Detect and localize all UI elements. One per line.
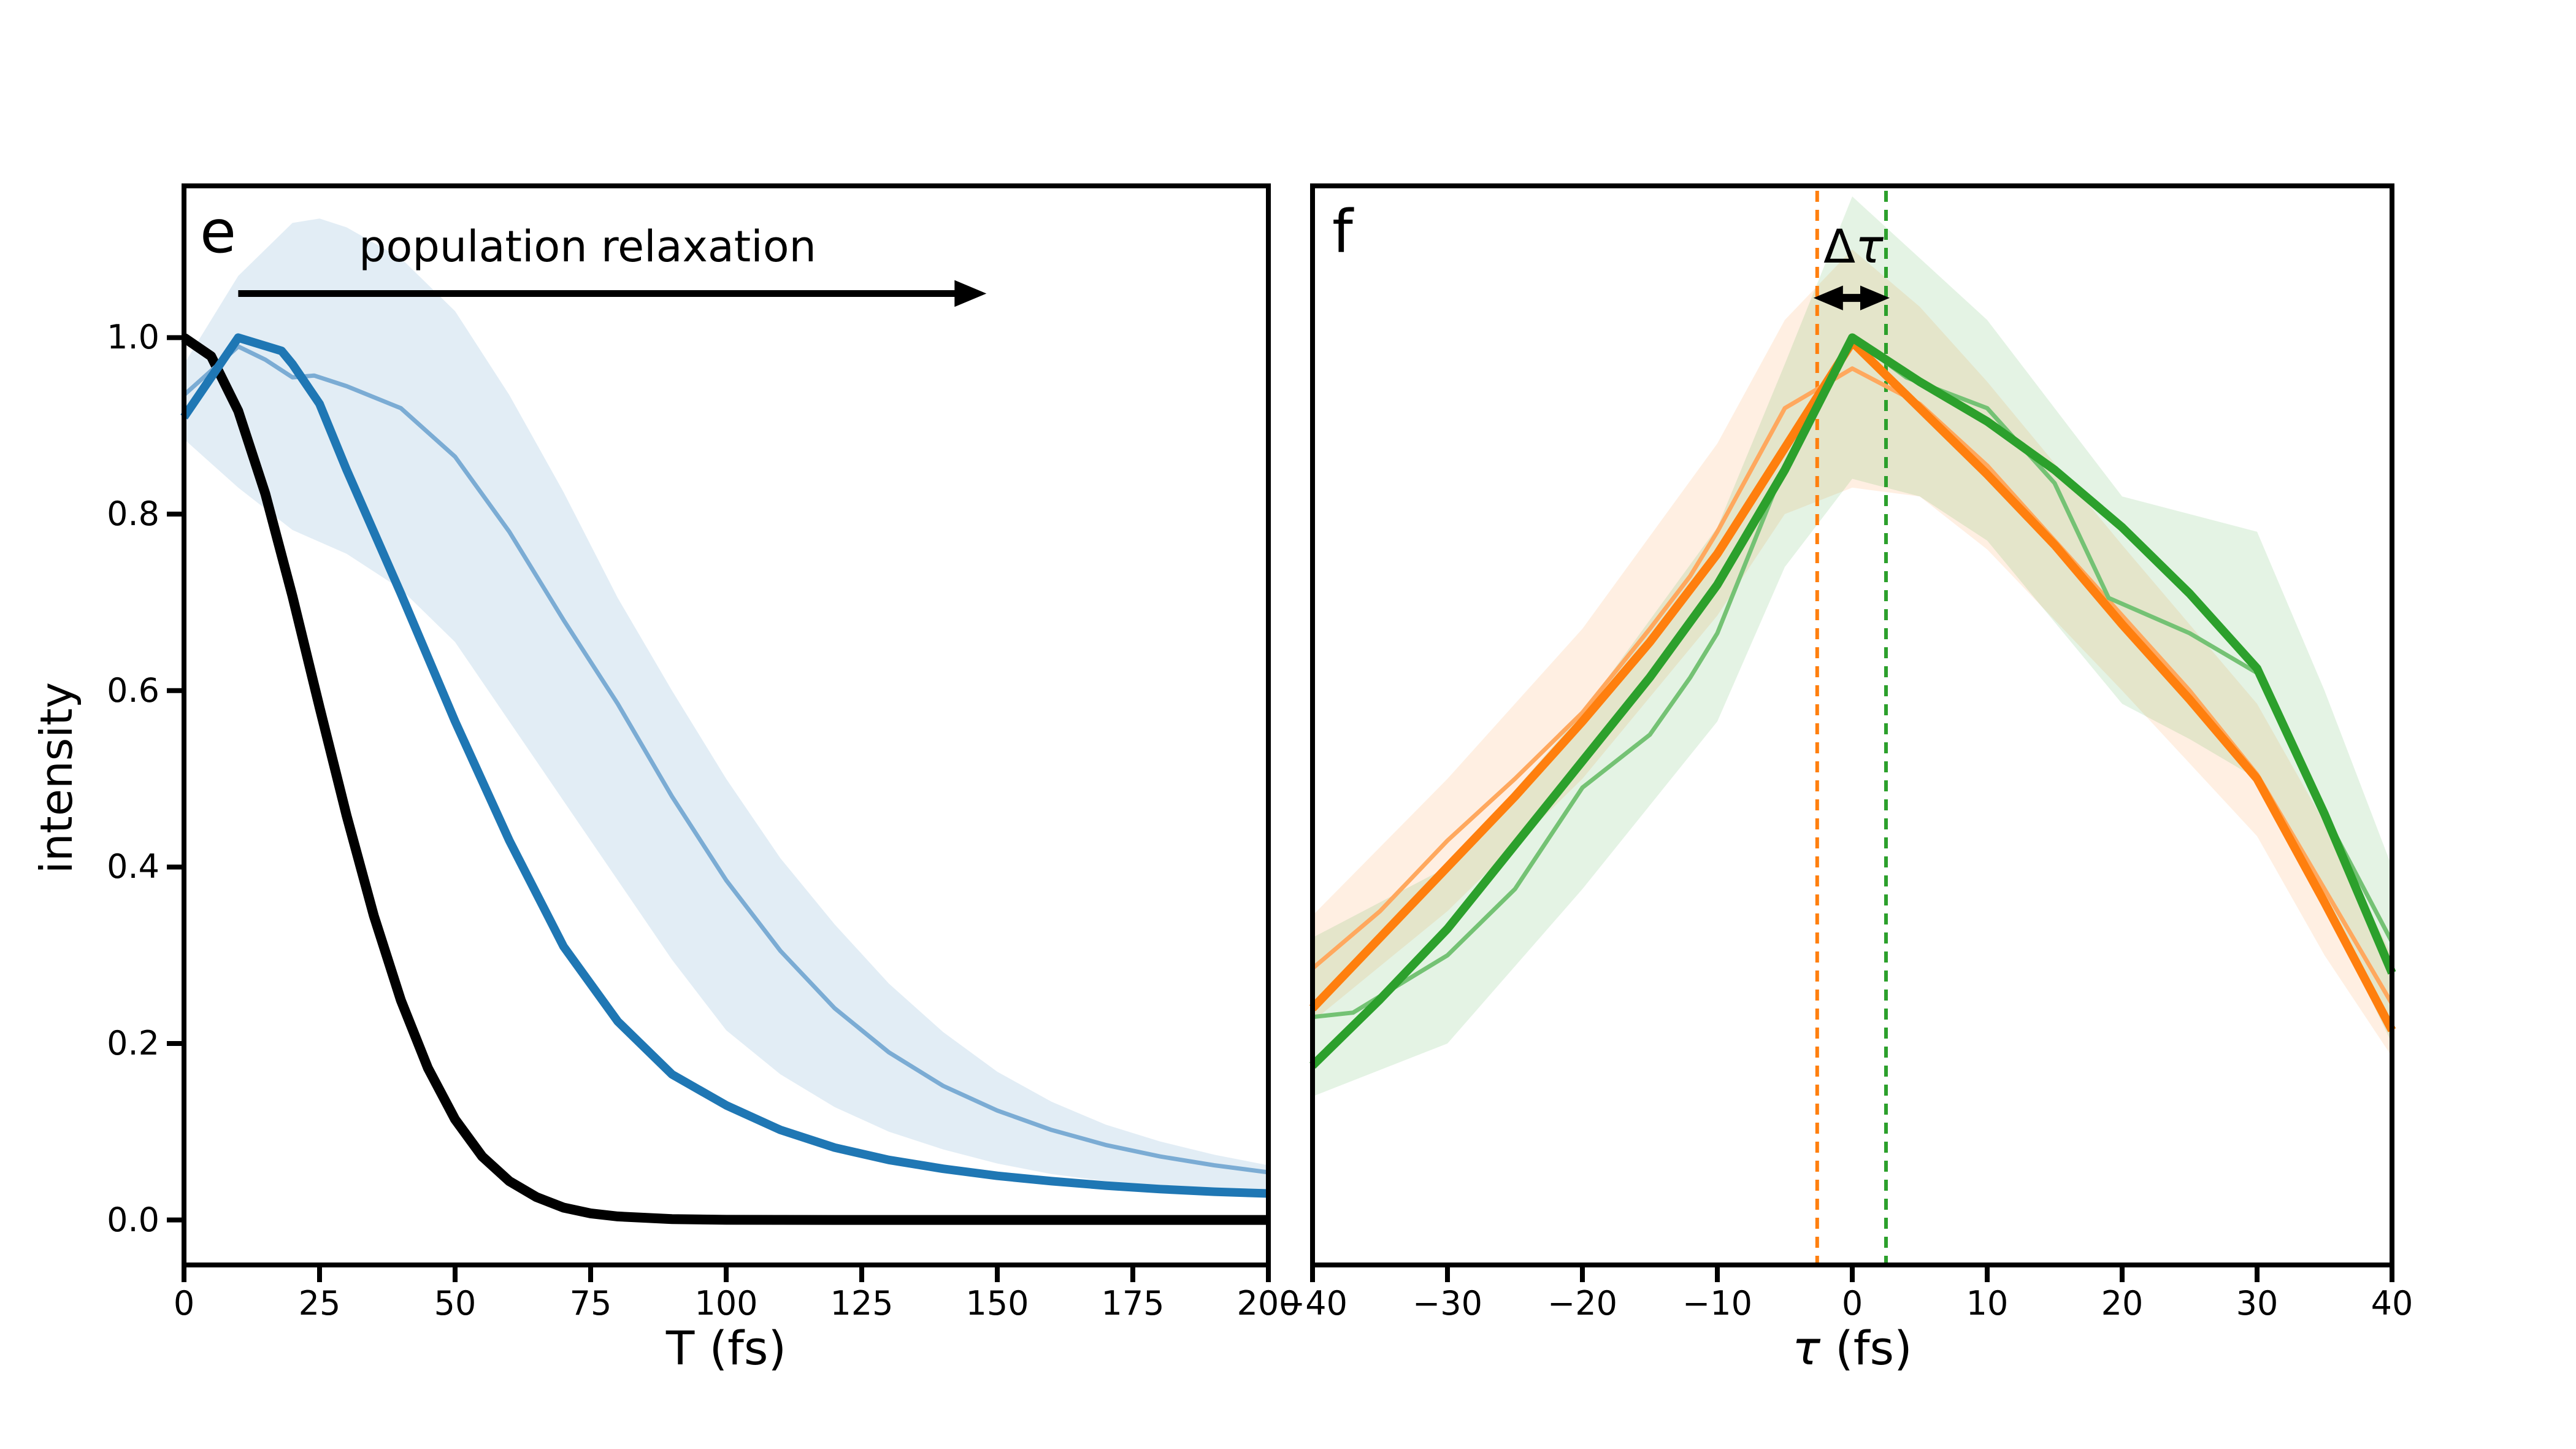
delta-tau-label: Δτ bbox=[1823, 223, 1884, 270]
arrow-right-head-icon bbox=[954, 280, 987, 307]
f-xlabel-tau: τ bbox=[1792, 1321, 1820, 1375]
instrument-response-black-curve bbox=[181, 333, 1268, 1225]
tau-symbol: τ bbox=[1855, 219, 1884, 274]
e-y-tick-label: 0.2 bbox=[107, 1023, 159, 1063]
e-x-tick-label: 25 bbox=[298, 1284, 341, 1323]
f-x-tick-label: −20 bbox=[1547, 1284, 1617, 1323]
y-axis-label: intensity bbox=[31, 682, 82, 874]
e-y-tick-label: 0.0 bbox=[107, 1200, 159, 1239]
e-x-tick-label: 100 bbox=[694, 1284, 758, 1323]
e-y-tick-label: 0.4 bbox=[107, 847, 159, 886]
f-x-tick-label: −10 bbox=[1682, 1284, 1752, 1323]
e-x-tick-label: 200 bbox=[1236, 1284, 1300, 1323]
panel-e-letter: e bbox=[200, 198, 237, 266]
e-y-tick-label: 0.6 bbox=[107, 671, 159, 710]
f-x-tick-label: 0 bbox=[1841, 1284, 1863, 1323]
e-x-tick-label: 50 bbox=[434, 1284, 477, 1323]
e-y-tick-label: 0.8 bbox=[107, 494, 159, 534]
e-x-tick-label: 150 bbox=[965, 1284, 1029, 1323]
f-xlabel-units: (fs) bbox=[1820, 1321, 1912, 1375]
e-y-tick-label: 1.0 bbox=[107, 318, 159, 357]
measurement-thick-blue-curve bbox=[180, 333, 1269, 1198]
population-relaxation-label: population relaxation bbox=[359, 221, 816, 272]
arrow-right-head-icon bbox=[1860, 285, 1890, 310]
green-uncertainty-band bbox=[1313, 196, 2392, 1097]
f-x-tick-label: 40 bbox=[2371, 1284, 2413, 1323]
f-x-tick-label: 10 bbox=[1966, 1284, 2009, 1323]
blue-uncertainty-band bbox=[184, 218, 1268, 1194]
e-x-tick-label: 125 bbox=[830, 1284, 894, 1323]
arrow-left-head-icon bbox=[1813, 285, 1843, 310]
f-x-axis-label: τ (fs) bbox=[1792, 1325, 1912, 1372]
panel-f-letter: f bbox=[1332, 198, 1353, 266]
f-x-tick-label: 30 bbox=[2236, 1284, 2279, 1323]
f-x-tick-label: 20 bbox=[2101, 1284, 2144, 1323]
e-x-tick-label: 75 bbox=[569, 1284, 612, 1323]
e-x-tick-label: 0 bbox=[173, 1284, 195, 1323]
f-x-tick-label: −30 bbox=[1413, 1284, 1482, 1323]
delta-symbol: Δ bbox=[1823, 219, 1856, 274]
orange-uncertainty-band bbox=[1313, 249, 2392, 1057]
simulation-mean-thin-blue-curve bbox=[182, 344, 1269, 1175]
e-x-tick-label: 175 bbox=[1101, 1284, 1165, 1323]
measurement-thick-green-curve bbox=[1309, 333, 2396, 1069]
e-x-axis-label: T (fs) bbox=[665, 1321, 787, 1375]
f-x-tick-label: −40 bbox=[1278, 1284, 1347, 1323]
